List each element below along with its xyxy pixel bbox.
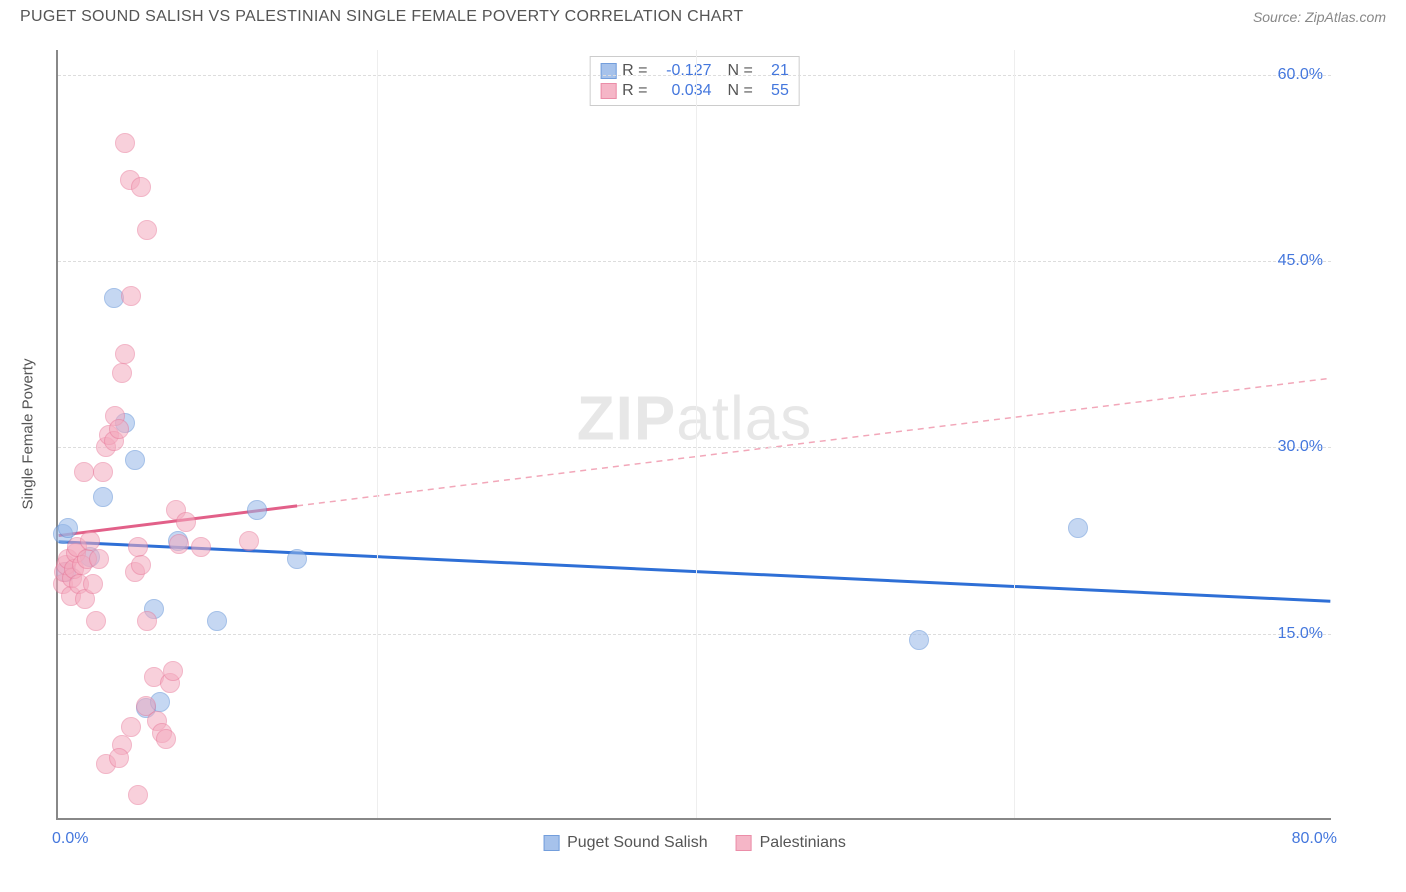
scatter-point bbox=[115, 133, 135, 153]
scatter-point bbox=[86, 611, 106, 631]
gridline-h bbox=[58, 634, 1331, 635]
x-tick-label: 80.0% bbox=[1292, 830, 1337, 848]
stats-n-label: N = bbox=[728, 82, 753, 100]
gridline-h bbox=[58, 261, 1331, 262]
trend-lines-layer bbox=[58, 50, 1331, 818]
stats-n-value: 21 bbox=[759, 62, 789, 80]
legend-item: Puget Sound Salish bbox=[543, 834, 708, 852]
stats-n-label: N = bbox=[728, 62, 753, 80]
scatter-point bbox=[156, 729, 176, 749]
scatter-point bbox=[207, 611, 227, 631]
legend-swatch bbox=[736, 835, 752, 851]
gridline-v bbox=[1014, 50, 1015, 818]
gridline-h bbox=[58, 447, 1331, 448]
scatter-point bbox=[287, 549, 307, 569]
y-tick-label: 60.0% bbox=[1278, 66, 1323, 84]
scatter-point bbox=[169, 534, 189, 554]
gridline-h bbox=[58, 75, 1331, 76]
stats-r-value: -0.127 bbox=[654, 62, 712, 80]
scatter-point bbox=[247, 500, 267, 520]
y-axis-title: Single Female Poverty bbox=[20, 359, 37, 510]
scatter-point bbox=[239, 531, 259, 551]
scatter-point bbox=[128, 785, 148, 805]
correlation-stats-box: R = -0.127 N = 21 R = 0.034 N = 55 bbox=[589, 56, 800, 106]
legend-swatch bbox=[600, 63, 616, 79]
trend-line bbox=[297, 378, 1330, 506]
scatter-point bbox=[1068, 518, 1088, 538]
scatter-point bbox=[128, 537, 148, 557]
scatter-point bbox=[109, 419, 129, 439]
scatter-chart: Single Female Poverty ZIPatlas R =-0.127… bbox=[56, 50, 1331, 820]
scatter-point bbox=[121, 286, 141, 306]
scatter-point bbox=[163, 661, 183, 681]
stats-r-label: R = bbox=[622, 82, 647, 100]
scatter-point bbox=[58, 518, 78, 538]
scatter-point bbox=[89, 549, 109, 569]
scatter-point bbox=[112, 363, 132, 383]
bottom-legend: Puget Sound Salish Palestinians bbox=[543, 834, 846, 852]
stats-n-value: 55 bbox=[759, 82, 789, 100]
scatter-point bbox=[137, 220, 157, 240]
scatter-point bbox=[83, 574, 103, 594]
scatter-point bbox=[93, 487, 113, 507]
gridline-v bbox=[696, 50, 697, 818]
x-tick-label: 0.0% bbox=[52, 830, 88, 848]
scatter-point bbox=[125, 450, 145, 470]
scatter-point bbox=[137, 611, 157, 631]
scatter-point bbox=[909, 630, 929, 650]
stats-row: R = 0.034 N = 55 bbox=[600, 81, 789, 101]
legend-item: Palestinians bbox=[736, 834, 846, 852]
scatter-point bbox=[93, 462, 113, 482]
chart-title: PUGET SOUND SALISH VS PALESTINIAN SINGLE… bbox=[20, 8, 743, 26]
y-tick-label: 45.0% bbox=[1278, 252, 1323, 270]
scatter-point bbox=[121, 717, 141, 737]
scatter-point bbox=[191, 537, 211, 557]
scatter-point bbox=[131, 177, 151, 197]
scatter-point bbox=[74, 462, 94, 482]
y-tick-label: 30.0% bbox=[1278, 438, 1323, 456]
legend-label: Palestinians bbox=[760, 834, 846, 852]
trend-line bbox=[59, 542, 1331, 601]
stats-r-label: R = bbox=[622, 62, 647, 80]
scatter-point bbox=[109, 748, 129, 768]
stats-row: R = -0.127 N = 21 bbox=[600, 61, 789, 81]
legend-swatch bbox=[543, 835, 559, 851]
watermark: ZIPatlas bbox=[577, 383, 812, 454]
scatter-point bbox=[176, 512, 196, 532]
chart-header: PUGET SOUND SALISH VS PALESTINIAN SINGLE… bbox=[0, 0, 1406, 30]
gridline-v bbox=[377, 50, 378, 818]
legend-swatch bbox=[600, 83, 616, 99]
y-tick-label: 15.0% bbox=[1278, 625, 1323, 643]
legend-label: Puget Sound Salish bbox=[567, 834, 708, 852]
chart-source: Source: ZipAtlas.com bbox=[1253, 9, 1386, 25]
scatter-point bbox=[80, 531, 100, 551]
scatter-point bbox=[115, 344, 135, 364]
stats-r-value: 0.034 bbox=[654, 82, 712, 100]
scatter-point bbox=[131, 555, 151, 575]
